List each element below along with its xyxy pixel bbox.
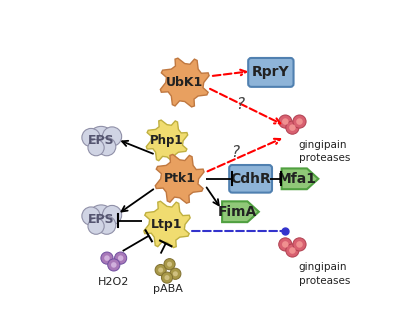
Circle shape [279,115,292,128]
FancyBboxPatch shape [229,165,272,192]
Circle shape [289,124,296,131]
Text: Mfa1: Mfa1 [278,172,317,186]
Circle shape [282,118,288,125]
Circle shape [118,255,124,261]
Circle shape [114,252,127,264]
Circle shape [155,265,166,276]
Polygon shape [155,154,204,203]
Polygon shape [144,201,190,248]
Circle shape [88,205,114,231]
Circle shape [102,127,122,146]
Circle shape [282,241,288,248]
Circle shape [98,216,116,234]
Circle shape [111,262,116,268]
Text: CdhR: CdhR [230,172,271,186]
Text: gingipain
proteases: gingipain proteases [299,139,350,163]
Circle shape [104,255,110,261]
Circle shape [108,259,120,271]
Circle shape [164,275,170,280]
Text: gingipain
proteases: gingipain proteases [299,263,350,286]
Text: FimA: FimA [218,205,257,219]
Text: EPS: EPS [88,213,114,226]
Circle shape [286,244,299,257]
Circle shape [82,207,100,225]
Circle shape [296,241,303,248]
Text: H2O2: H2O2 [98,277,130,287]
Circle shape [296,118,303,125]
Circle shape [170,268,181,279]
Polygon shape [146,120,188,162]
Text: Ptk1: Ptk1 [164,172,196,185]
Circle shape [158,267,163,272]
Circle shape [162,272,172,283]
Circle shape [88,139,104,156]
Polygon shape [160,58,209,107]
Text: Php1: Php1 [150,134,184,147]
Text: UbK1: UbK1 [166,76,203,89]
Text: ?: ? [236,97,244,112]
Circle shape [101,252,113,264]
Circle shape [289,247,296,254]
Circle shape [293,115,306,128]
Circle shape [173,271,178,276]
FancyBboxPatch shape [248,58,294,87]
Circle shape [88,126,114,153]
Circle shape [293,238,306,251]
Circle shape [82,128,100,147]
Text: EPS: EPS [88,134,114,147]
Circle shape [164,259,175,270]
Circle shape [286,121,299,134]
Text: ?: ? [231,145,240,160]
Text: RprY: RprY [252,65,290,79]
Text: Ltp1: Ltp1 [151,218,183,231]
Circle shape [279,238,292,251]
Circle shape [88,218,104,234]
Polygon shape [282,168,318,189]
Polygon shape [222,201,259,222]
Circle shape [98,138,116,156]
Text: pABA: pABA [153,285,183,294]
Circle shape [102,205,122,225]
Circle shape [167,262,172,267]
